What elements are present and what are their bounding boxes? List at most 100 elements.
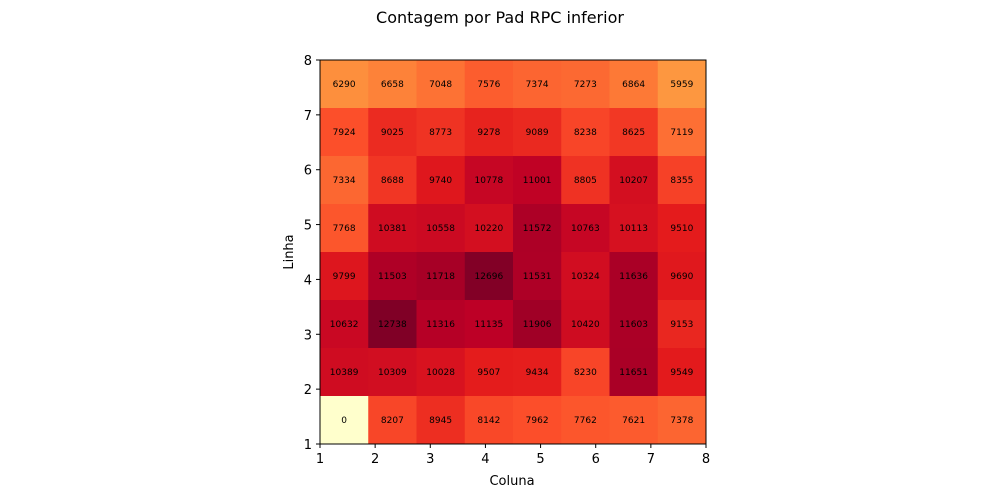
cell-value-label: 9025: [381, 128, 404, 138]
plot-frame: [319, 59, 707, 445]
heatmap-cell: [416, 108, 466, 157]
heatmap-cell: [513, 204, 562, 253]
cell-value-label: 6290: [333, 80, 356, 90]
heatmap-cell: [513, 156, 562, 205]
x-tick-label: 2: [371, 452, 379, 467]
heatmap-cell: [320, 60, 369, 109]
cell-value-label: 9799: [333, 272, 356, 282]
cell-value-label: 7334: [333, 176, 356, 186]
heatmap-cell: [513, 60, 562, 109]
y-tick-label: 1: [304, 438, 312, 453]
cell-value-label: 10632: [330, 320, 359, 330]
x-tick-label: 3: [426, 452, 434, 467]
heatmap-cell: [561, 204, 610, 253]
cell-value-label: 8773: [429, 128, 452, 138]
cell-value-label: 7378: [670, 416, 693, 426]
y-axis-ticks: 1 2 3 4 5 6 7 8: [304, 54, 320, 453]
x-tick-label: 7: [647, 452, 655, 467]
heatmap-cell: [320, 156, 369, 205]
heatmap-cell: [657, 204, 707, 253]
y-tick-label: 7: [304, 109, 312, 124]
heatmap-cell: [368, 348, 417, 397]
heatmap-cell: [368, 204, 417, 253]
cell-value-label: 8688: [381, 176, 404, 186]
cell-value-label: 8805: [574, 176, 597, 186]
heatmap-cell: [464, 396, 514, 445]
y-tick-label: 5: [304, 219, 312, 234]
cell-value-label: 7119: [670, 128, 693, 138]
x-tick-label: 1: [316, 452, 324, 467]
cell-value-label: 10420: [571, 320, 600, 330]
heatmap-cell: [368, 156, 417, 205]
heatmap-cell: [320, 108, 369, 157]
cell-value-label: 6864: [622, 80, 645, 90]
heatmap-cell: [464, 348, 514, 397]
cell-value-label: 11316: [426, 320, 455, 330]
heatmap-cell: [464, 204, 514, 253]
heatmap-cell: [416, 396, 466, 445]
cell-value-label: 8355: [670, 176, 693, 186]
y-axis-label: Linha: [282, 234, 297, 269]
heatmap-cell: [416, 60, 466, 109]
y-tick-label: 2: [304, 383, 312, 398]
heatmap-cell: [513, 252, 562, 301]
cell-value-label: 9690: [670, 272, 693, 282]
cell-value-label: 7768: [333, 224, 356, 234]
cell-value-label: 9549: [670, 368, 693, 378]
cell-value-label: 11572: [523, 224, 552, 234]
cell-value-label: 7048: [429, 80, 452, 90]
y-tick-label: 3: [304, 328, 312, 343]
heatmap-cell: [561, 300, 610, 349]
heatmap-cell: [561, 60, 610, 109]
cell-value-label: 9278: [477, 128, 500, 138]
cell-value-label: 7962: [526, 416, 549, 426]
cell-value-label: 10207: [619, 176, 648, 186]
heatmap-cell: [657, 108, 707, 157]
heatmap-cell: [368, 300, 417, 349]
x-axis-ticks: 1 2 3 4 5 6 7 8: [316, 444, 710, 467]
cell-value-label: 10220: [475, 224, 504, 234]
cell-value-label: 8142: [477, 416, 500, 426]
heatmap-cell: [561, 348, 610, 397]
cell-value-label: 7762: [574, 416, 597, 426]
cell-value-label: 12738: [378, 320, 407, 330]
heatmap-cell: [368, 252, 417, 301]
cell-value-label: 7924: [333, 128, 356, 138]
x-tick-label: 6: [592, 452, 600, 467]
cell-value-label: 8625: [622, 128, 645, 138]
heatmap-cell: [416, 204, 466, 253]
cell-value-label: 6658: [381, 80, 404, 90]
heatmap-cell: [657, 348, 707, 397]
heatmap-cell: [416, 252, 466, 301]
cell-value-label: 11531: [523, 272, 552, 282]
cell-value-label: 10558: [426, 224, 455, 234]
heatmap-cell: [464, 300, 514, 349]
cell-value-label: 9510: [670, 224, 693, 234]
heatmap-cell: [464, 156, 514, 205]
heatmap-cell: [368, 108, 417, 157]
cell-value-label: 9740: [429, 176, 452, 186]
cell-value-label: 10113: [619, 224, 648, 234]
heatmap-cell: [416, 300, 466, 349]
y-tick-label: 6: [304, 164, 312, 179]
cell-value-label: 11135: [475, 320, 504, 330]
cell-value-label: 11651: [619, 368, 648, 378]
heatmap-cell: [609, 396, 659, 445]
heatmap-cell: [561, 396, 610, 445]
cell-value-label: 11718: [426, 272, 455, 282]
cell-value-label: 10381: [378, 224, 407, 234]
heatmap-cell: [609, 348, 659, 397]
cell-value-label: 8238: [574, 128, 597, 138]
heatmap-cell: [561, 252, 610, 301]
heatmap-cell: [561, 108, 610, 157]
x-tick-label: 8: [702, 452, 710, 467]
cell-value-label: 5959: [670, 80, 693, 90]
heatmap-cell: [657, 252, 707, 301]
heatmap-cell: [464, 108, 514, 157]
heatmap-cell: [657, 60, 707, 109]
cell-value-label: 11001: [523, 176, 552, 186]
cell-value-label: 9434: [526, 368, 549, 378]
cell-value-label: 11603: [619, 320, 648, 330]
cell-value-label: 7621: [622, 416, 645, 426]
